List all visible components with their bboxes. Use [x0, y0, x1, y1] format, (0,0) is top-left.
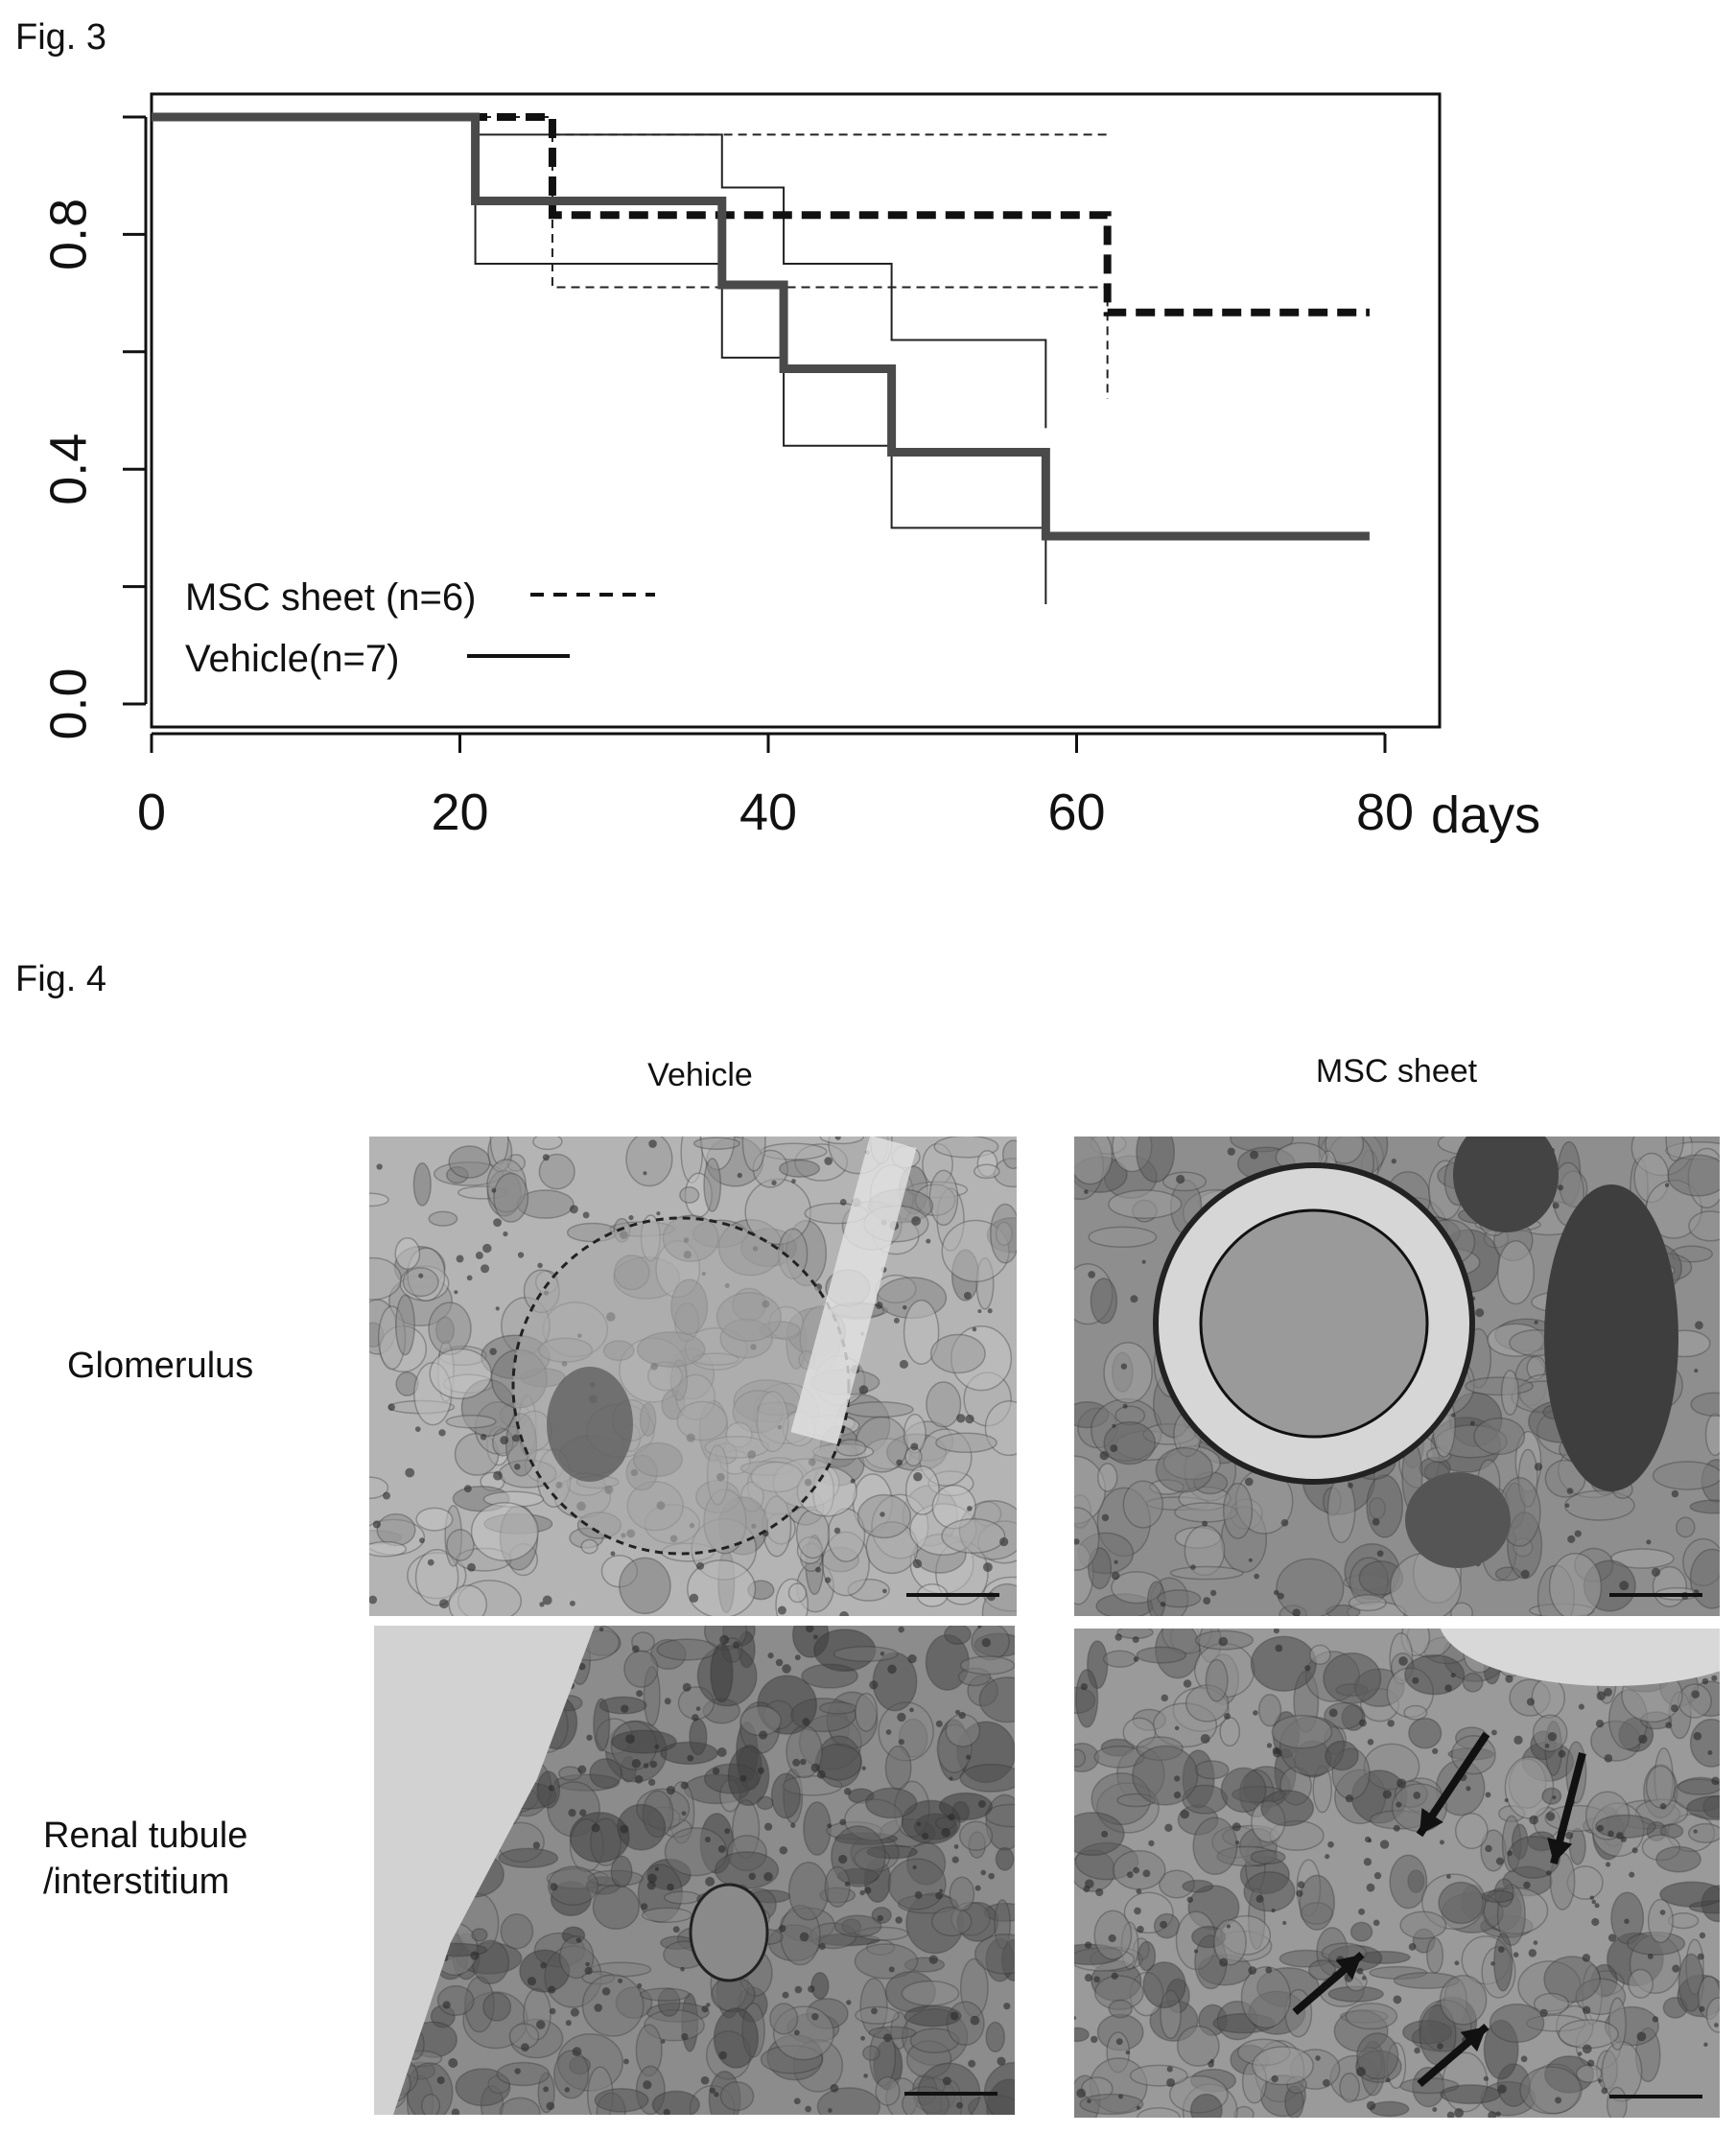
ci-lower-1 — [152, 116, 1047, 604]
ci-upper-1 — [152, 116, 1047, 429]
micrograph-msc-glomerulus-image — [1074, 1137, 1720, 1616]
row-header-renal-tubule: Renal tubule /interstitium — [43, 1816, 248, 1902]
kaplan-meier-chart: 0 20 40 60 80 days 0.0 0.4 0.8 MSC sheet (n=6) Ve… — [39, 92, 1540, 844]
y-tick-label-2: 0.8 — [39, 199, 97, 270]
fig4-label: Fig. 4 — [15, 959, 107, 999]
plot-frame — [150, 92, 1442, 729]
survival-line-0 — [152, 113, 1370, 316]
micrograph-msc-tubule-image — [1074, 1629, 1720, 2118]
x-tick-label-2: 40 — [739, 784, 797, 841]
legend-label-0: MSC sheet (n=6) — [185, 576, 476, 619]
y-tick-label-0: 0.0 — [39, 668, 97, 739]
row-header-glomerulus: Glomerulus — [67, 1346, 254, 1386]
x-tick-label-4: 80 — [1356, 784, 1414, 841]
micrograph-vehicle-glomerulus-image — [369, 1137, 1017, 1616]
x-tick-label-3: 60 — [1047, 784, 1105, 841]
y-tick-label-1: 0.4 — [39, 434, 97, 505]
ci-lower-0 — [152, 116, 1109, 399]
legend-label-1: Vehicle(n=7) — [185, 638, 399, 680]
micrograph-vehicle-tubule — [374, 1626, 1015, 2115]
column-header-msc-sheet: MSC sheet — [1315, 1053, 1478, 1090]
x-tick-label-1: 20 — [431, 784, 488, 841]
x-axis-label: days — [1431, 786, 1540, 844]
fig3-label: Fig. 3 — [15, 17, 107, 58]
micrograph-msc-glomerulus — [1074, 1137, 1720, 1616]
survival-line-1 — [152, 112, 1370, 541]
x-tick-label-0: 0 — [137, 784, 166, 841]
column-header-vehicle: Vehicle — [647, 1057, 753, 1093]
micrograph-vehicle-tubule-image — [374, 1626, 1015, 2115]
micrograph-vehicle-glomerulus — [369, 1137, 1017, 1616]
micrograph-msc-tubule — [1074, 1629, 1720, 2118]
